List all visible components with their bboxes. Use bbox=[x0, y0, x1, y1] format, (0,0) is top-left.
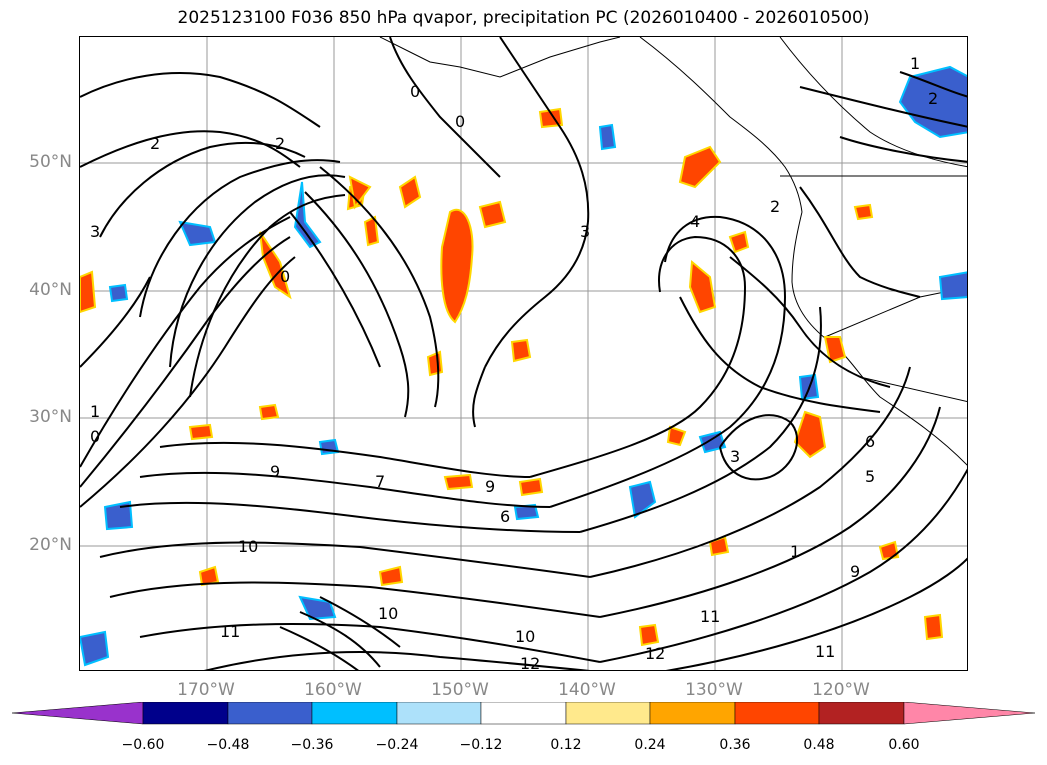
colorbar-tick: −0.12 bbox=[459, 737, 503, 753]
graticule bbox=[80, 37, 967, 670]
map-canvas: 0 0 1 2 2 2 3 3 3 4 6 7 9 9 10 10 10 11 … bbox=[80, 37, 967, 671]
contour-label: 10 bbox=[515, 627, 535, 646]
colorbar-cell bbox=[649, 702, 736, 725]
contour-label: 2 bbox=[150, 134, 160, 153]
colorbar-cell bbox=[734, 702, 820, 725]
contour-label: 11 bbox=[220, 622, 240, 641]
colorbar-tick: −0.24 bbox=[375, 737, 419, 753]
colorbar-cell bbox=[396, 702, 482, 725]
lon-label-170w: 170°W bbox=[177, 680, 235, 700]
lon-label-120w: 120°W bbox=[812, 680, 870, 700]
contour-label: 11 bbox=[700, 607, 720, 626]
contour-label: 10 bbox=[238, 537, 258, 556]
contour-label: 3 bbox=[90, 222, 100, 241]
contour-label: 1 bbox=[90, 402, 100, 421]
lon-label-130w: 130°W bbox=[685, 680, 743, 700]
colorbar-cell bbox=[227, 702, 313, 725]
colorbar-extend-high bbox=[903, 702, 1036, 725]
contour-label: 9 bbox=[850, 562, 860, 581]
colorbar-tick: −0.36 bbox=[290, 737, 334, 753]
colorbar-cell bbox=[565, 702, 651, 725]
contour-label: 3 bbox=[580, 222, 590, 241]
contour-label: 3 bbox=[730, 447, 740, 466]
contour-label: 1 bbox=[790, 542, 800, 561]
colorbar-tick: 0.36 bbox=[719, 737, 751, 753]
contour-label: 9 bbox=[485, 477, 495, 496]
colorbar-cell bbox=[818, 702, 905, 725]
contour-label: 6 bbox=[865, 432, 875, 451]
precip-negative bbox=[80, 65, 967, 667]
colorbar-extend-low bbox=[11, 702, 144, 725]
contour-labels: 0 0 1 2 2 2 3 3 3 4 6 7 9 9 10 10 10 11 … bbox=[90, 54, 938, 671]
contour-label: 7 bbox=[375, 472, 385, 491]
colorbar bbox=[11, 702, 1036, 725]
colorbar-tick: −0.48 bbox=[206, 737, 250, 753]
colorbar-tick: 0.12 bbox=[550, 737, 582, 753]
lon-label-160w: 160°W bbox=[304, 680, 362, 700]
lat-label-30n: 30°N bbox=[29, 407, 72, 427]
lon-label-150w: 150°W bbox=[431, 680, 489, 700]
lat-label-40n: 40°N bbox=[29, 280, 72, 300]
colorbar-tick: 0.60 bbox=[888, 737, 920, 753]
contour-label: 4 bbox=[690, 212, 700, 231]
colorbar-cell bbox=[311, 702, 398, 725]
contour-label: 9 bbox=[270, 462, 280, 481]
map-title: 2025123100 F036 850 hPa qvapor, precipit… bbox=[177, 8, 870, 28]
precip-positive bbox=[80, 107, 944, 647]
contour-label: 0 bbox=[455, 112, 465, 131]
colorbar-cell bbox=[142, 702, 229, 725]
contour-label: 6 bbox=[500, 507, 510, 526]
contour-label: 0 bbox=[90, 427, 100, 446]
lat-label-20n: 20°N bbox=[29, 535, 72, 555]
contour-label: 12 bbox=[645, 644, 665, 663]
colorbar-tick: 0.24 bbox=[634, 737, 666, 753]
contour-label: 0 bbox=[280, 267, 290, 286]
contour-label: 10 bbox=[378, 604, 398, 623]
lat-label-50n: 50°N bbox=[29, 152, 72, 172]
colorbar-tick: −0.60 bbox=[121, 737, 165, 753]
contour-label: 0 bbox=[410, 82, 420, 101]
qvapor-contours bbox=[80, 37, 967, 670]
contour-label: 2 bbox=[770, 197, 780, 216]
contour-label: 5 bbox=[865, 467, 875, 486]
colorbar-tick: 0.48 bbox=[803, 737, 835, 753]
colorbar-cell bbox=[480, 702, 567, 725]
contour-label: 12 bbox=[520, 654, 540, 671]
contour-label: 2 bbox=[275, 134, 285, 153]
contour-label: 1 bbox=[910, 54, 920, 73]
map-plot-area: 0 0 1 2 2 2 3 3 3 4 6 7 9 9 10 10 10 11 … bbox=[79, 36, 968, 671]
contour-label: 2 bbox=[928, 89, 938, 108]
lon-label-140w: 140°W bbox=[558, 680, 616, 700]
contour-label: 11 bbox=[815, 642, 835, 661]
